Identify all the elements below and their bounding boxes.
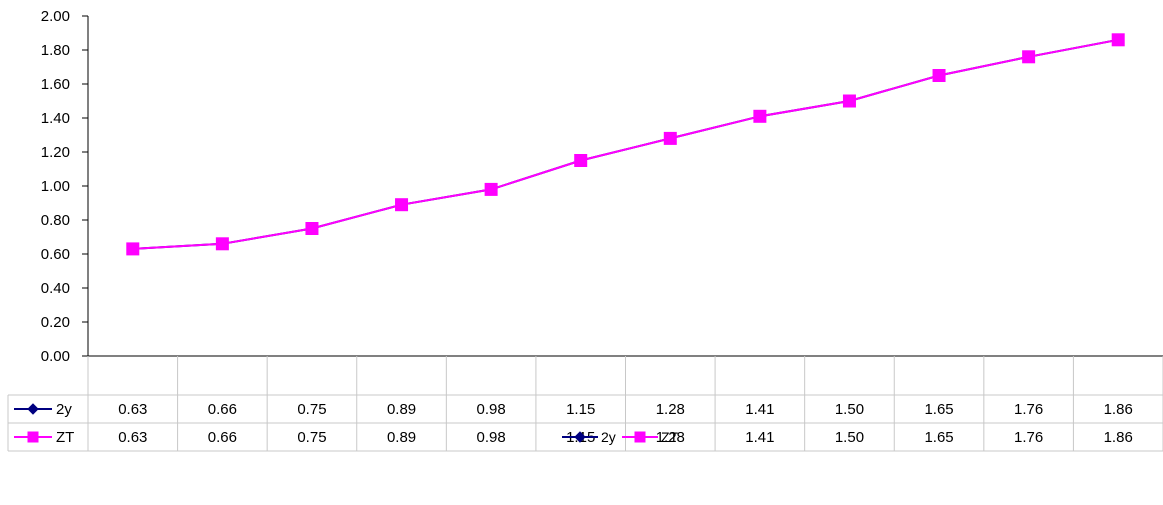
series-layer xyxy=(126,33,1125,256)
data-point xyxy=(1022,50,1036,64)
table-cell-value: 0.63 xyxy=(118,429,147,446)
table-cell-value: 0.75 xyxy=(297,401,326,418)
data-point xyxy=(932,69,946,82)
table-cell-value: 1.50 xyxy=(835,401,864,418)
table-cell-value: 0.75 xyxy=(297,429,326,446)
y-tick-label: 1.20 xyxy=(41,144,70,161)
table-cell-value: 1.65 xyxy=(924,429,953,446)
table-cell-value: 0.98 xyxy=(477,429,506,446)
table-cell-value: 0.89 xyxy=(387,429,416,446)
data-point xyxy=(842,94,856,108)
data-point xyxy=(126,242,140,256)
table-cell-value: 1.76 xyxy=(1014,429,1043,446)
table-key-marker xyxy=(27,431,39,443)
table-cell-value: 0.63 xyxy=(118,401,147,418)
table-series-name: 2y xyxy=(56,401,72,418)
table-cell-value: 0.66 xyxy=(208,401,237,418)
table-cell-value: 1.76 xyxy=(1014,401,1043,418)
data-point xyxy=(484,182,498,196)
legend-key-marker xyxy=(574,431,586,443)
table-cell-value: 1.86 xyxy=(1104,401,1133,418)
y-tick-label: 0.40 xyxy=(41,280,70,297)
y-tick-label: 1.80 xyxy=(41,42,70,59)
y-tick-label: 0.20 xyxy=(41,314,70,331)
data-point xyxy=(753,109,767,123)
table-key-marker xyxy=(27,403,39,415)
y-tick-label: 0.60 xyxy=(41,246,70,263)
y-tick-label: 1.40 xyxy=(41,110,70,127)
y-tick-label: 1.00 xyxy=(41,178,70,195)
table-cell-value: 1.50 xyxy=(835,429,864,446)
table-cell-value: 0.66 xyxy=(208,429,237,446)
data-point xyxy=(1111,33,1125,47)
data-point xyxy=(305,222,319,235)
legend-item-2y: 2y xyxy=(562,429,616,445)
table-cell-value: 1.41 xyxy=(745,429,774,446)
y-tick-label: 2.00 xyxy=(41,8,70,25)
table-cell-value: 0.98 xyxy=(477,401,506,418)
series-line xyxy=(132,38,1119,250)
legend-item-zt: ZT xyxy=(622,429,679,445)
axis-layer xyxy=(82,15,89,357)
series-line xyxy=(132,38,1119,250)
y-tick-label: 0.80 xyxy=(41,212,70,229)
data-table: 2y 0.63 0.66 0.75 0.89 0.98 1.15 1.28 1.41 1.50 1.… xyxy=(7,355,1163,452)
table-cell-value: 1.28 xyxy=(656,429,685,446)
table-row-zt: ZT0.630.660.750.890.981.151.281.411.501.… xyxy=(14,429,1133,446)
table-cell-value: 1.15 xyxy=(566,401,595,418)
table-series-name: ZT xyxy=(56,429,74,446)
legend: 2y ZT xyxy=(562,429,679,445)
series-zt xyxy=(126,33,1125,256)
y-tick-label: 0.00 xyxy=(41,348,70,365)
table-cell-value: 1.41 xyxy=(745,401,774,418)
y-tick-label: 1.60 xyxy=(41,76,70,93)
table-row-2y: 2y 0.63 0.66 0.75 0.89 0.98 1.15 1.28 1.41 1.50 1.… xyxy=(14,401,1133,418)
legend-label: 2y xyxy=(601,429,616,445)
table-cell-value: 1.86 xyxy=(1104,429,1133,446)
table-cell-value: 1.65 xyxy=(924,401,953,418)
y-tick-labels: 0.00 0.20 0.40 0.60 0.80 1.00 1.20 1.40 1.60 1.80… xyxy=(41,8,70,365)
table-cell-value: 0.89 xyxy=(387,401,416,418)
table-cell-value: 1.28 xyxy=(656,401,685,418)
legend-label: ZT xyxy=(661,429,679,445)
data-point xyxy=(663,131,677,145)
data-point xyxy=(215,237,229,251)
legend-key-marker xyxy=(634,431,646,443)
data-point xyxy=(574,154,588,167)
data-point xyxy=(395,198,409,212)
